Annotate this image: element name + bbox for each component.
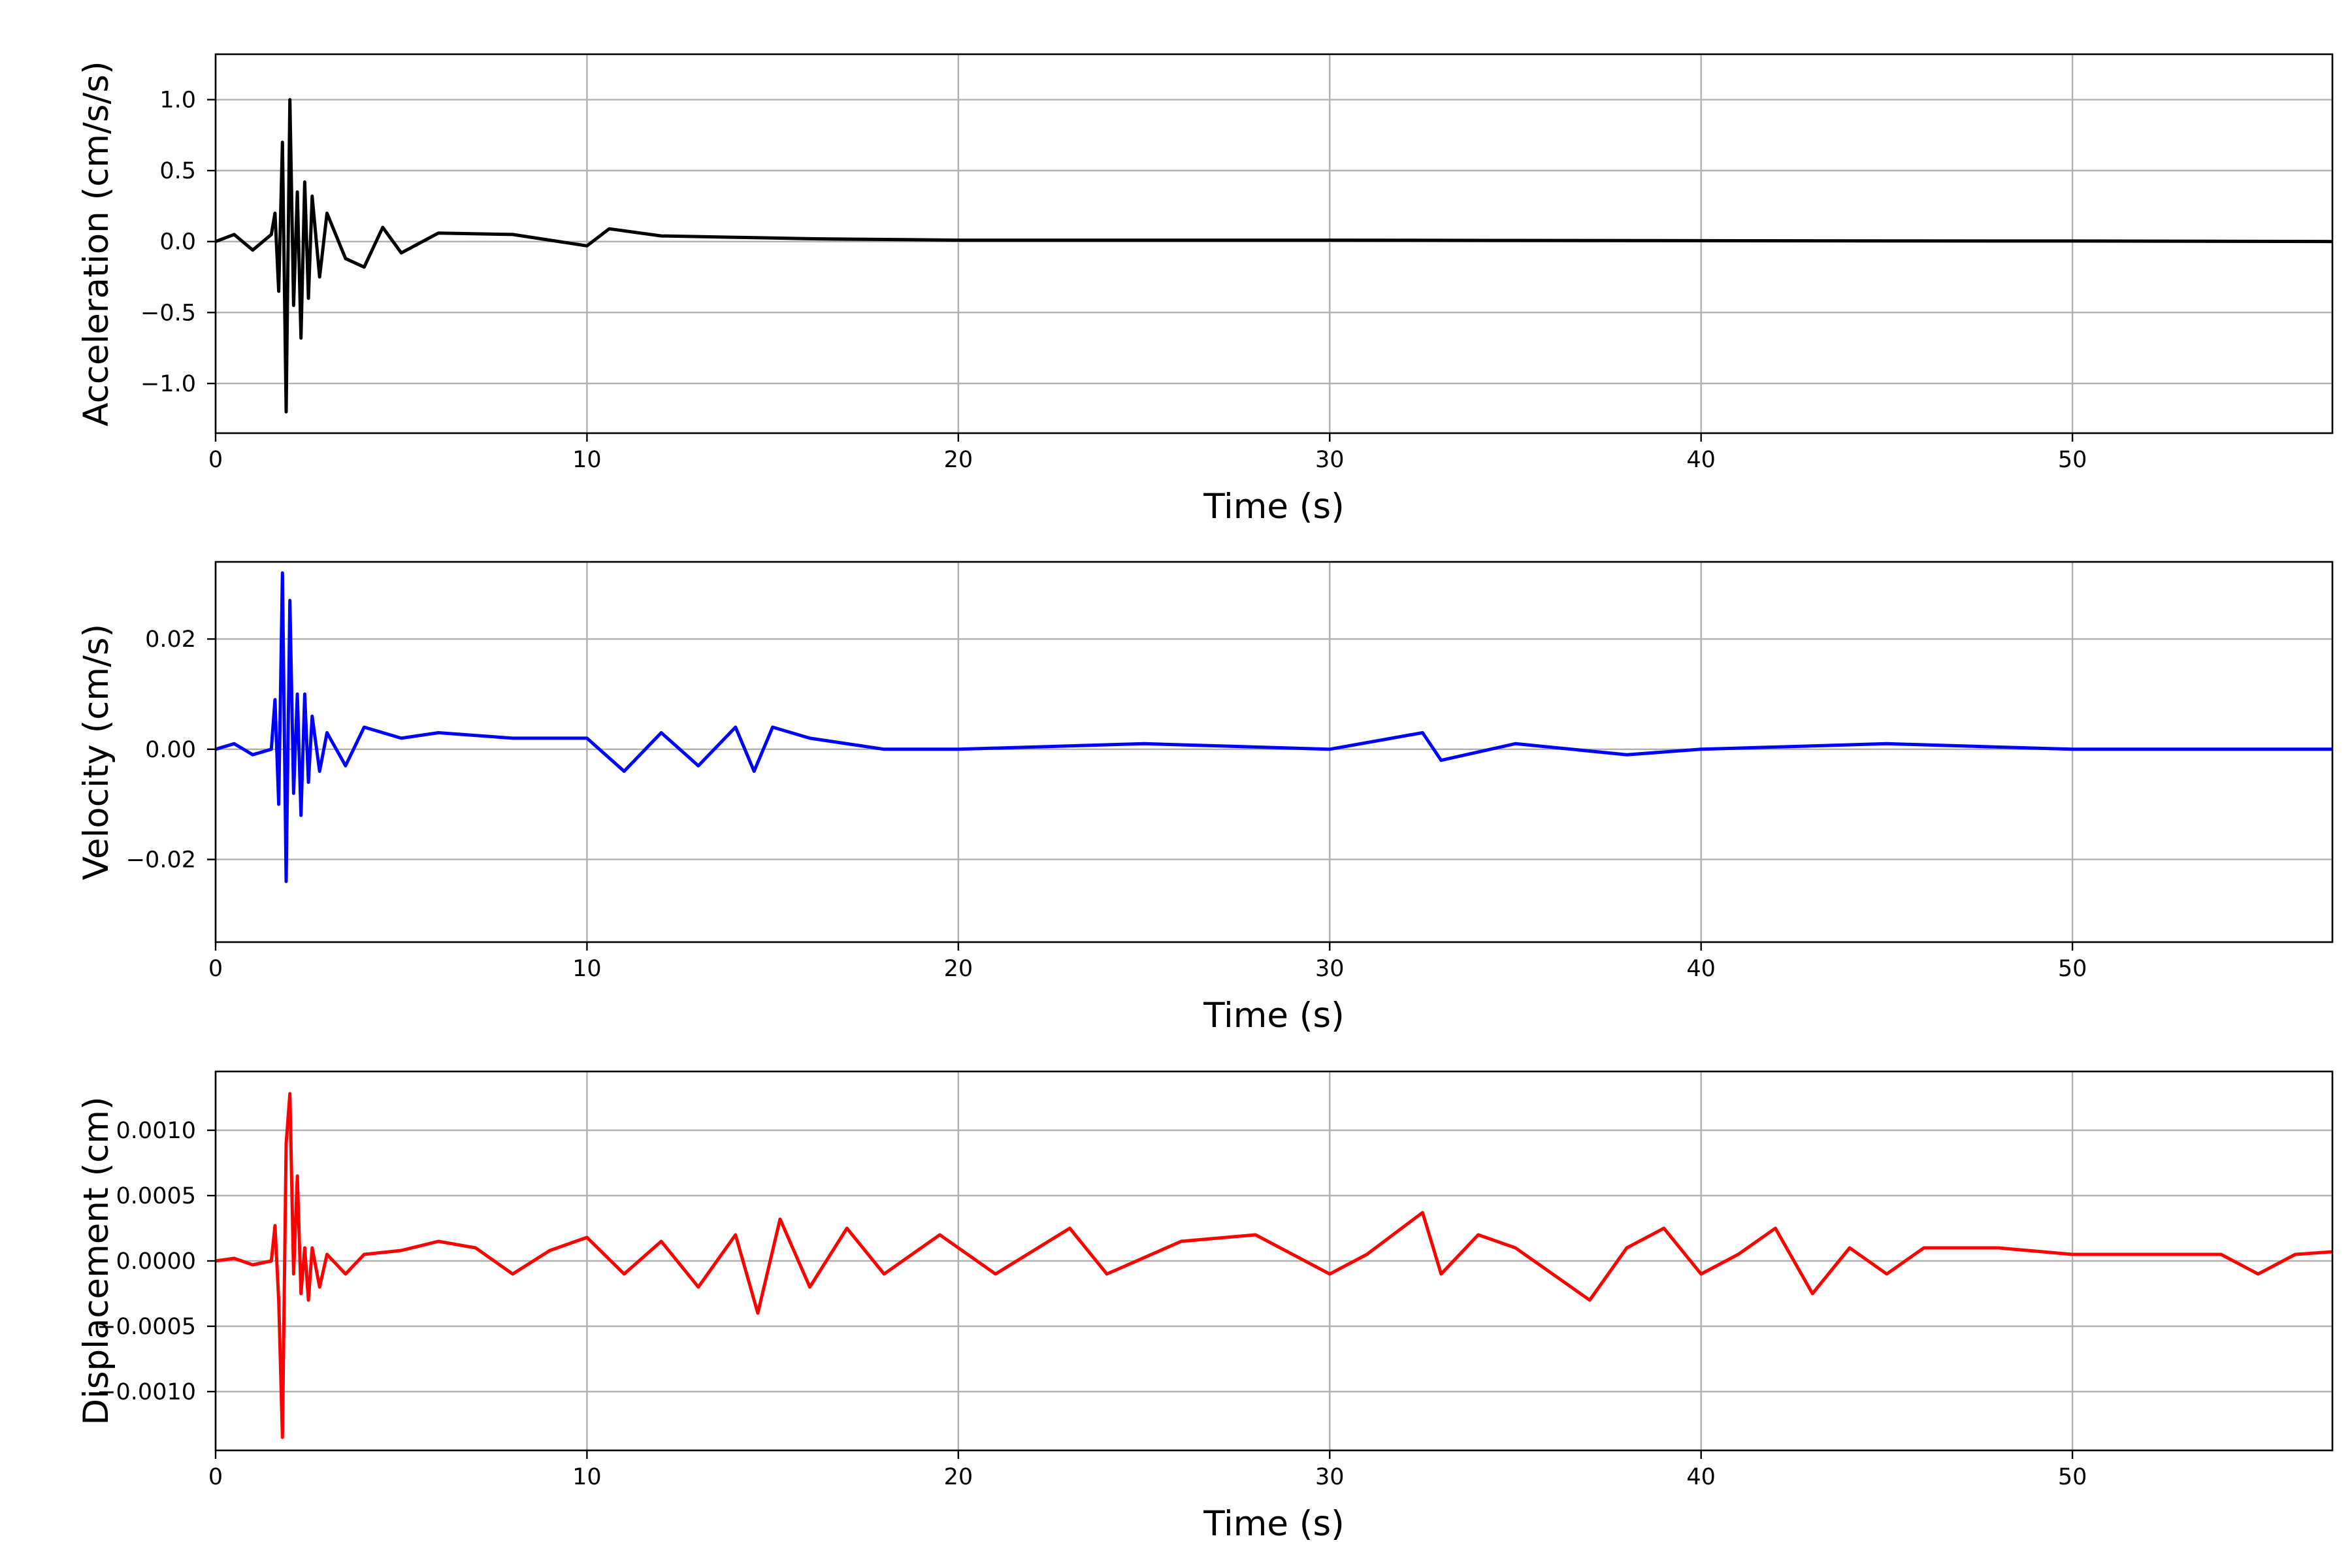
velocity-x-tick-label: 20	[944, 956, 973, 982]
acceleration-x-tick-label: 10	[572, 447, 602, 473]
velocity-y-tick-label: −0.02	[126, 847, 196, 873]
acceleration-y-axis-label: Acceleration (cm/s/s)	[76, 61, 116, 426]
displacement-y-tick-label: −0.0010	[97, 1379, 196, 1405]
displacement-y-tick-label: 0.0000	[116, 1249, 196, 1275]
displacement-y-tick-label: −0.0005	[97, 1314, 196, 1340]
acceleration-x-tick-label: 50	[2058, 447, 2087, 473]
velocity-x-tick-label: 0	[208, 956, 223, 982]
velocity-x-tick-label: 50	[2058, 956, 2087, 982]
velocity-panel: 0 10 20 30 40 50 0.02 0.00 −0.02 Time (s) Velocity…	[76, 561, 2334, 1036]
displacement-x-tick-label: 20	[944, 1464, 973, 1490]
acceleration-axes-frame	[214, 53, 2334, 434]
acceleration-y-tick-label: 1.0	[159, 88, 196, 114]
displacement-x-tick-label: 40	[1686, 1464, 1716, 1490]
acceleration-series-line	[216, 98, 2332, 414]
displacement-x-axis-label: Time (s)	[1203, 1504, 1345, 1544]
velocity-x-tick-label: 40	[1686, 956, 1716, 982]
displacement-axes-frame	[214, 1070, 2334, 1452]
acceleration-x-tick-label: 0	[208, 447, 223, 473]
acceleration-x-axis-label: Time (s)	[1203, 487, 1345, 527]
velocity-series-line	[216, 571, 2332, 883]
velocity-y-axis-label: Velocity (cm/s)	[76, 624, 116, 880]
velocity-y-tick-label: 0.00	[145, 737, 196, 763]
velocity-x-axis-label: Time (s)	[1203, 996, 1345, 1036]
acceleration-y-tick-label: −0.5	[140, 300, 196, 326]
displacement-y-axis-label: Displacement (cm)	[76, 1096, 116, 1425]
velocity-axes-frame	[214, 561, 2334, 943]
acceleration-x-tick-label: 20	[944, 447, 973, 473]
displacement-panel: 0 10 20 30 40 50 0.0010 0.0005 0.0000 −0.0005 −0.0…	[76, 1070, 2334, 1544]
acceleration-y-tick-label: 0.0	[159, 229, 196, 255]
acceleration-x-tick-label: 30	[1315, 447, 1345, 473]
acceleration-x-tick-label: 40	[1686, 447, 1716, 473]
displacement-series-line	[216, 1092, 2332, 1439]
velocity-x-tick-label: 10	[572, 956, 602, 982]
acceleration-panel: 0 10 20 30 40 50 1.0 0.5 0.0 −0.5 −1.0 Time (s) Acce…	[76, 53, 2334, 527]
displacement-x-tick-label: 0	[208, 1464, 223, 1490]
displacement-y-tick-label: 0.0010	[116, 1118, 196, 1144]
velocity-y-tick-label: 0.02	[145, 627, 196, 653]
velocity-x-tick-label: 30	[1315, 956, 1345, 982]
displacement-y-tick-label: 0.0005	[116, 1183, 196, 1209]
displacement-x-tick-label: 30	[1315, 1464, 1345, 1490]
acceleration-y-tick-label: −1.0	[140, 371, 196, 397]
displacement-x-tick-label: 50	[2058, 1464, 2087, 1490]
acceleration-y-tick-label: 0.5	[159, 158, 196, 184]
displacement-x-tick-label: 10	[572, 1464, 602, 1490]
